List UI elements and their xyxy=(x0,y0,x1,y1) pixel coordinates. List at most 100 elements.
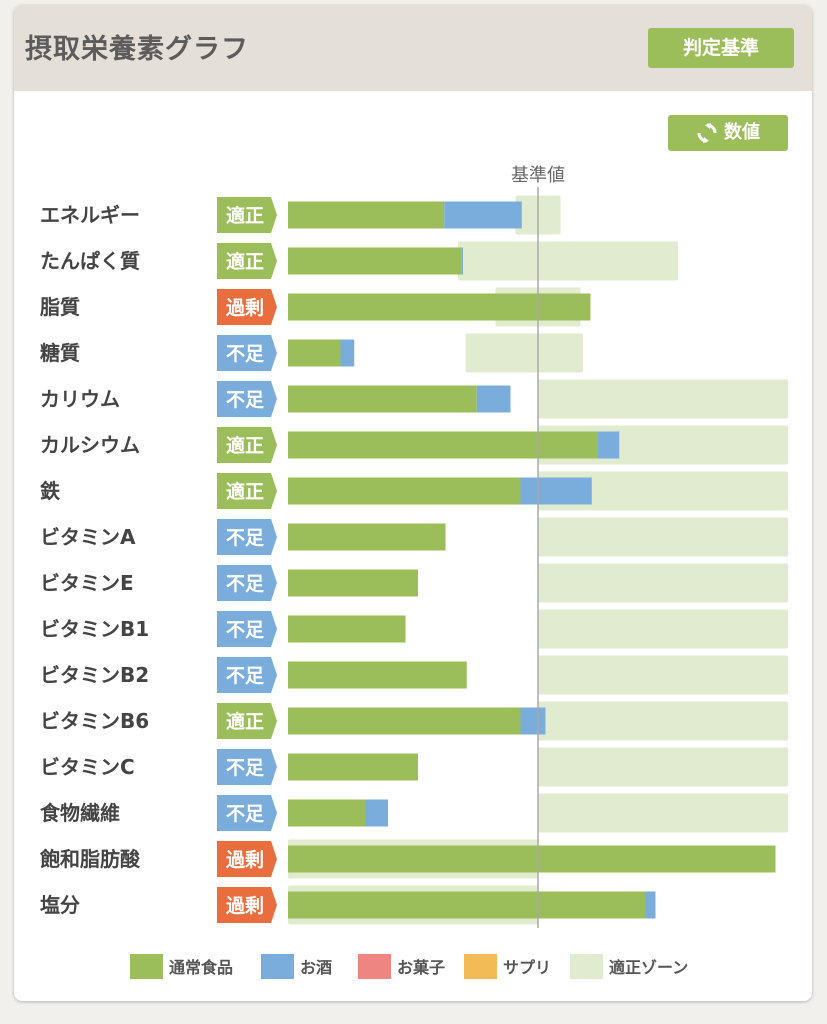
status-badge-label: 不足 xyxy=(226,389,265,411)
nutrient-label: 飽和脂肪酸 xyxy=(40,847,141,871)
nutrient-label: 食物繊維 xyxy=(40,801,120,825)
bar-alcohol xyxy=(598,431,620,459)
bar-alcohol xyxy=(444,201,522,229)
status-badge-label: 不足 xyxy=(226,573,265,595)
status-badge xyxy=(217,703,277,739)
bar-normal-food xyxy=(288,293,591,321)
status-badge xyxy=(217,795,277,831)
status-badge-label: 適正 xyxy=(226,434,264,457)
reference-line-label: 基準値 xyxy=(511,165,565,186)
bar-normal-food xyxy=(288,569,418,597)
legend-swatch xyxy=(464,953,497,979)
status-badge-label: 適正 xyxy=(226,250,264,273)
nutrient-label: ビタミンB1 xyxy=(40,617,149,641)
status-badge-label: 適正 xyxy=(226,710,264,733)
status-badge-label: 不足 xyxy=(226,803,265,825)
status-badge xyxy=(217,427,277,463)
nutrient-label: 鉄 xyxy=(40,479,60,503)
status-badge-label: 不足 xyxy=(226,757,265,779)
bar-alcohol xyxy=(476,385,511,413)
status-badge-label: 過剰 xyxy=(226,894,264,917)
bar-alcohol xyxy=(365,799,388,827)
legend-item-supplement: サプリ xyxy=(464,952,551,980)
status-badge-label: 適正 xyxy=(226,480,264,503)
bar-normal-food xyxy=(288,845,776,873)
legend-item-alcohol: お酒 xyxy=(261,952,332,980)
bar-normal-food xyxy=(288,477,521,505)
status-badge-label: 不足 xyxy=(226,665,265,687)
status-badge xyxy=(217,841,277,877)
legend-swatch xyxy=(261,953,294,979)
bar-alcohol xyxy=(645,891,656,919)
card-header: 摂取栄養素グラフ 判定基準 xyxy=(14,5,812,91)
bar-normal-food xyxy=(288,201,445,229)
appropriate-zone-4 xyxy=(465,333,583,373)
legend-label: お菓子 xyxy=(397,958,446,977)
bar-normal-food xyxy=(288,247,462,275)
status-badge xyxy=(217,749,277,785)
status-badge-label: 不足 xyxy=(226,527,265,549)
legend-swatch xyxy=(570,953,603,979)
card-title: 摂取栄養素グラフ xyxy=(25,34,249,65)
bar-normal-food xyxy=(288,615,406,643)
legend-label: お酒 xyxy=(300,958,333,977)
status-badge-label: 過剰 xyxy=(226,848,264,871)
appropriate-zone-10 xyxy=(538,609,788,649)
status-badge xyxy=(217,197,277,233)
nutrient-label: ビタミンC xyxy=(40,755,135,779)
bar-alcohol xyxy=(461,247,463,275)
appropriate-zone-8 xyxy=(538,517,788,557)
bar-alcohol xyxy=(520,707,546,735)
nutrient-label: ビタミンE xyxy=(40,571,134,595)
criteria-button[interactable]: 判定基準 xyxy=(648,28,794,68)
bar-normal-food xyxy=(288,707,521,735)
nutrient-label: 糖質 xyxy=(40,341,80,365)
bar-normal-food xyxy=(288,385,477,413)
status-badge-label: 過剰 xyxy=(226,296,264,319)
appropriate-zone-12 xyxy=(538,701,788,741)
nutrient-label: カルシウム xyxy=(40,433,140,457)
appropriate-zone-2 xyxy=(458,241,678,281)
bar-alcohol xyxy=(340,339,355,367)
bar-normal-food xyxy=(288,753,418,781)
appropriate-zone-5 xyxy=(538,379,788,419)
bar-normal-food xyxy=(288,661,467,689)
nutrient-label: カリウム xyxy=(40,387,120,411)
bar-alcohol xyxy=(520,477,592,505)
bar-normal-food xyxy=(288,523,446,551)
legend-label: サプリ xyxy=(503,958,552,977)
appropriate-zone-14 xyxy=(538,793,788,833)
status-badge xyxy=(217,887,277,923)
nutrient-label: 脂質 xyxy=(40,295,80,319)
status-badge xyxy=(217,519,277,555)
bar-normal-food xyxy=(288,339,341,367)
status-badge xyxy=(217,473,277,509)
nutrient-label: ビタミンB2 xyxy=(40,663,149,687)
appropriate-zone-11 xyxy=(538,655,788,695)
legend-label: 通常食品 xyxy=(169,958,234,977)
status-badge-label: 適正 xyxy=(226,204,264,227)
nutrient-label: エネルギー xyxy=(40,203,140,227)
legend-label: 適正ゾーン xyxy=(609,958,689,977)
status-badge xyxy=(217,611,277,647)
appropriate-zone-7 xyxy=(538,471,788,511)
bar-normal-food xyxy=(288,891,646,919)
nutrient-label: たんぱく質 xyxy=(40,249,140,273)
nutrient-label: 塩分 xyxy=(40,893,80,917)
status-badge-label: 不足 xyxy=(226,343,265,365)
appropriate-zone-9 xyxy=(538,563,788,603)
status-badge xyxy=(217,657,277,693)
legend-swatch xyxy=(130,953,163,979)
values-toggle-button[interactable]: 数値 xyxy=(668,115,788,151)
legend-swatch xyxy=(358,953,391,979)
values-button-label: 数値 xyxy=(724,122,760,143)
status-badge-label: 不足 xyxy=(226,619,265,641)
chart-legend: 通常食品 お酒 お菓子 サプリ 適正ゾーン xyxy=(14,952,812,982)
status-badge xyxy=(217,335,277,371)
legend-item-sweets: お菓子 xyxy=(358,952,445,980)
status-badge xyxy=(217,289,277,325)
legend-item-normal-food: 通常食品 xyxy=(130,952,233,980)
bar-normal-food xyxy=(288,431,598,459)
refresh-icon xyxy=(696,122,718,144)
